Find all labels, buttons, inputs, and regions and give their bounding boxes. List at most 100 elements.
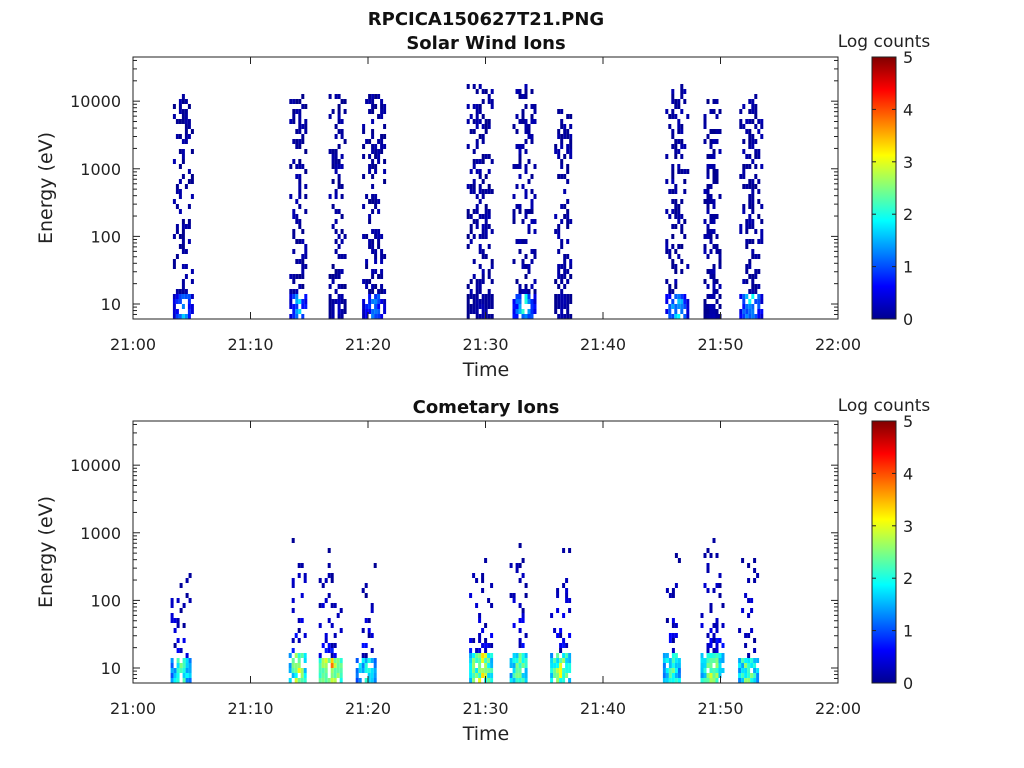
heatmap-cell bbox=[530, 219, 534, 224]
heatmap-cell bbox=[318, 678, 322, 683]
heatmap-cell bbox=[751, 159, 755, 164]
heatmap-cell bbox=[330, 623, 334, 628]
heatmap-cell bbox=[712, 214, 716, 219]
heatmap-cell bbox=[339, 628, 343, 633]
heatmap-cell bbox=[709, 294, 713, 299]
heatmap-cell bbox=[478, 244, 482, 249]
heatmap-cell bbox=[318, 578, 322, 583]
heatmap-cell bbox=[374, 94, 378, 99]
heatmap-cell bbox=[712, 264, 716, 269]
heatmap-cell bbox=[362, 234, 366, 239]
heatmap-cell bbox=[301, 164, 305, 169]
heatmap-cell bbox=[472, 159, 476, 164]
heatmap-cell bbox=[563, 254, 567, 259]
heatmap-cell bbox=[712, 154, 716, 159]
heatmap-cell bbox=[665, 673, 669, 678]
heatmap-cell bbox=[709, 638, 713, 643]
heatmap-cell bbox=[754, 229, 758, 234]
heatmap-cell bbox=[747, 658, 751, 663]
heatmap-cell bbox=[172, 309, 176, 314]
heatmap-cell bbox=[709, 194, 713, 199]
heatmap-cell bbox=[674, 149, 678, 154]
heatmap-cell bbox=[466, 284, 470, 289]
heatmap-cell bbox=[745, 264, 749, 269]
heatmap-cell bbox=[718, 129, 722, 134]
heatmap-cell bbox=[340, 99, 344, 104]
heatmap-cell bbox=[668, 678, 672, 683]
heatmap-cell bbox=[337, 269, 341, 274]
heatmap-cell bbox=[334, 134, 338, 139]
heatmap-cell bbox=[340, 164, 344, 169]
heatmap-cell bbox=[754, 149, 758, 154]
heatmap-cell bbox=[533, 254, 537, 259]
heatmap-cell bbox=[568, 658, 572, 663]
heatmap-cell bbox=[739, 294, 743, 299]
heatmap-cell bbox=[677, 169, 681, 174]
heatmap-cell bbox=[524, 84, 528, 89]
heatmap-cell bbox=[487, 314, 491, 319]
heatmap-cell bbox=[709, 219, 713, 224]
heatmap-cell bbox=[292, 294, 296, 299]
heatmap-cell bbox=[490, 104, 494, 109]
heatmap-cell bbox=[298, 184, 302, 189]
heatmap-cell bbox=[668, 658, 672, 663]
heatmap-cell bbox=[475, 309, 479, 314]
heatmap-cell bbox=[518, 543, 522, 548]
heatmap-cell bbox=[288, 668, 292, 673]
heatmap-cell bbox=[706, 568, 710, 573]
heatmap-cell bbox=[297, 653, 301, 658]
heatmap-cell bbox=[527, 224, 531, 229]
heatmap-cell bbox=[754, 289, 758, 294]
heatmap-cell bbox=[751, 224, 755, 229]
heatmap-cell bbox=[184, 274, 188, 279]
heatmap-cell bbox=[739, 174, 743, 179]
heatmap-cell bbox=[700, 653, 704, 658]
heatmap-cell bbox=[569, 264, 573, 269]
heatmap-cell bbox=[518, 204, 522, 209]
heatmap-cell bbox=[337, 129, 341, 134]
heatmap-cell bbox=[334, 289, 338, 294]
heatmap-cell bbox=[340, 154, 344, 159]
heatmap-cell bbox=[566, 239, 570, 244]
heatmap-cell bbox=[745, 279, 749, 284]
heatmap-cell bbox=[748, 204, 752, 209]
heatmap-cell bbox=[334, 169, 338, 174]
heatmap-cell bbox=[757, 154, 761, 159]
heatmap-cell bbox=[748, 309, 752, 314]
heatmap-cell bbox=[484, 673, 488, 678]
heatmap-cell bbox=[187, 219, 191, 224]
heatmap-cell bbox=[469, 239, 473, 244]
heatmap-cell bbox=[742, 139, 746, 144]
heatmap-cell bbox=[718, 149, 722, 154]
heatmap-cell bbox=[181, 229, 185, 234]
heatmap-cell bbox=[709, 673, 713, 678]
x-tick-label: 22:00 bbox=[815, 335, 861, 354]
heatmap-cell bbox=[565, 673, 569, 678]
heatmap-cell bbox=[750, 628, 754, 633]
heatmap-cell bbox=[566, 209, 570, 214]
heatmap-cell bbox=[741, 558, 745, 563]
colorbar-tick-label: 3 bbox=[903, 153, 913, 172]
heatmap-cell bbox=[715, 114, 719, 119]
heatmap-cell bbox=[187, 124, 191, 129]
heatmap-cell bbox=[340, 129, 344, 134]
heatmap-cell bbox=[751, 204, 755, 209]
heatmap-cell bbox=[481, 124, 485, 129]
heatmap-cell bbox=[178, 119, 182, 124]
heatmap-cell bbox=[524, 164, 528, 169]
heatmap-cell bbox=[760, 229, 764, 234]
heatmap-cell bbox=[170, 618, 174, 623]
panel-title: Cometary Ions bbox=[413, 397, 560, 418]
heatmap-cell bbox=[364, 643, 368, 648]
heatmap-cell bbox=[297, 563, 301, 568]
heatmap-cell bbox=[324, 678, 328, 683]
heatmap-cell bbox=[671, 164, 675, 169]
heatmap-cell bbox=[700, 613, 704, 618]
heatmap-cell bbox=[472, 304, 476, 309]
heatmap-cell bbox=[751, 199, 755, 204]
heatmap-cell bbox=[560, 109, 564, 114]
heatmap-cell bbox=[176, 598, 180, 603]
heatmap-cell bbox=[373, 673, 377, 678]
heatmap-cell bbox=[742, 209, 746, 214]
